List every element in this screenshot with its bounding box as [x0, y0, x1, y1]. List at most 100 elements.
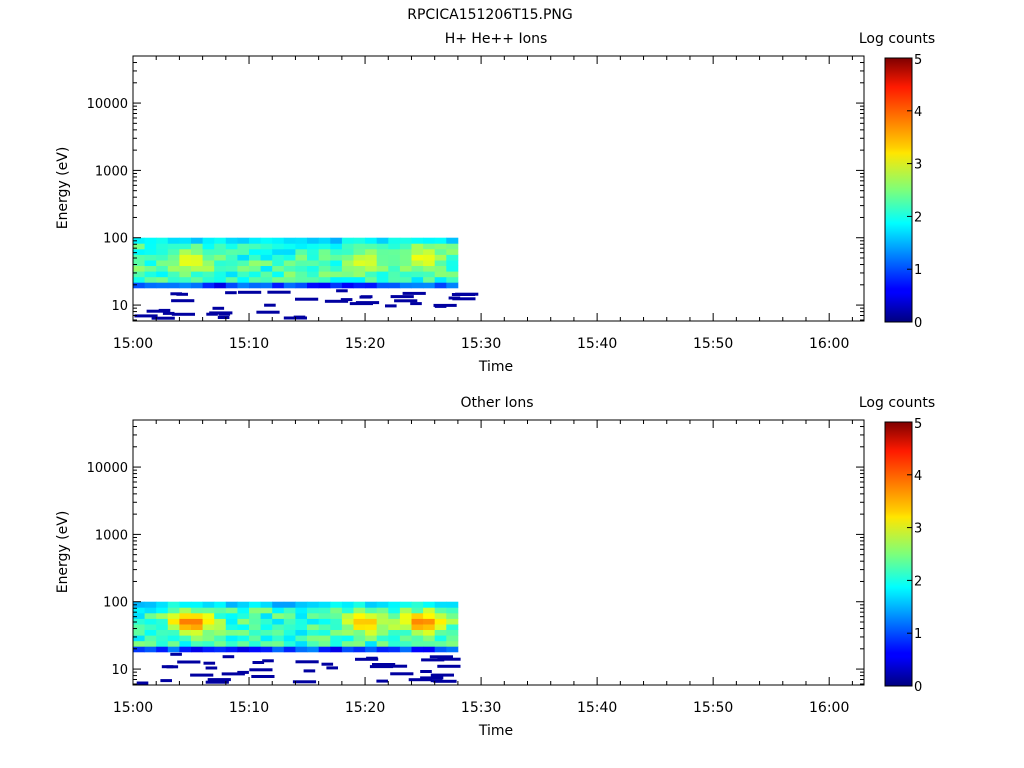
- spectrogram-cell: [256, 310, 280, 314]
- spectrogram-cell: [156, 646, 169, 653]
- spectrogram-cell: [179, 243, 192, 250]
- x-tick-label: 15:00: [113, 700, 153, 716]
- spectrogram-cell: [179, 260, 192, 266]
- spectrogram-cell: [272, 640, 285, 647]
- y-tick-label: 100: [103, 596, 128, 611]
- figure-title: RPCICA151206T15.PNG: [407, 7, 572, 23]
- spectrogram-cell: [272, 282, 285, 289]
- y-axis: 10 100 1000 10000: [87, 55, 864, 321]
- spectrogram-cell: [144, 243, 157, 250]
- spectrogram-cell: [353, 601, 366, 608]
- colorbar-tick-label: 1: [914, 627, 922, 642]
- spectrogram-cell: [202, 276, 215, 283]
- spectrogram-cell: [156, 248, 169, 255]
- colorbar-tick-label: 5: [914, 53, 922, 68]
- spectrogram-cell: [225, 243, 238, 250]
- spectrogram-cell: [179, 276, 192, 283]
- spectrogram-cell: [249, 248, 261, 255]
- spectrogram-cell: [214, 624, 227, 630]
- spectrogram-cell: [434, 646, 447, 653]
- spectrogram-cell: [307, 248, 319, 255]
- spectrogram-cell: [260, 612, 273, 619]
- spectrogram-cell: [237, 243, 250, 250]
- spectrogram-cell: [167, 612, 180, 619]
- spectrogram-cell: [295, 237, 308, 244]
- spectrogram-cell: [388, 271, 401, 278]
- spectrogram-cell: [437, 664, 461, 668]
- spectrogram-cell: [136, 681, 149, 685]
- spectrogram-cell: [167, 601, 180, 608]
- spectrogram-cell: [133, 601, 145, 608]
- spectrogram-cell: [365, 624, 378, 630]
- spectrogram-cell: [365, 260, 378, 266]
- spectrogram-cell: [214, 265, 227, 272]
- spectrogram-cell: [433, 303, 457, 307]
- spectrogram-cell: [388, 260, 401, 266]
- spectrogram-cell: [388, 629, 401, 636]
- spectrogram-cell: [420, 676, 444, 680]
- spectrogram-cell: [365, 607, 378, 614]
- spectrogram-cell: [341, 271, 354, 278]
- spectrogram-cell: [318, 601, 331, 608]
- spectrogram-cell: [318, 271, 331, 278]
- spectrogram-cell: [330, 265, 343, 272]
- spectrogram-cell: [156, 254, 169, 261]
- spectrogram-cell: [341, 624, 354, 630]
- spectrogram-cell: [202, 601, 215, 608]
- spectrogram-cell: [423, 248, 436, 255]
- spectrogram-cell: [191, 601, 203, 608]
- spectrogram-cell: [318, 624, 331, 630]
- spectrogram-cell: [191, 282, 203, 289]
- spectrogram-cell: [166, 665, 179, 669]
- spectrogram-cell: [237, 260, 250, 266]
- spectrogram-cell: [434, 607, 447, 614]
- spectrogram-cell: [307, 635, 319, 642]
- spectrogram-cell: [353, 612, 366, 619]
- spectrogram-cell: [272, 237, 285, 244]
- spectrogram-cell: [144, 254, 157, 261]
- spectrogram-cell: [434, 282, 447, 289]
- spectrogram-cell: [237, 635, 250, 642]
- spectrogram-cell: [202, 640, 215, 647]
- spectrogram-cell: [446, 254, 459, 261]
- spectrogram-cell: [423, 624, 436, 630]
- spectrogram-cell: [376, 271, 389, 278]
- spectrogram-cell: [369, 665, 394, 669]
- spectrogram-cell: [295, 612, 308, 619]
- spectrogram-cell: [144, 248, 157, 255]
- spectrogram-cell: [330, 601, 343, 608]
- spectrogram-cell: [295, 276, 308, 283]
- spectrogram-cell: [353, 618, 366, 625]
- spectrogram-cell: [167, 646, 180, 653]
- spectrogram-cell: [330, 612, 343, 619]
- spectrogram-cell: [446, 248, 459, 255]
- spectrogram-cell: [202, 612, 215, 619]
- spectrogram-cell: [156, 260, 169, 266]
- spectrogram-cell: [260, 243, 273, 250]
- spectrogram-cell: [399, 254, 412, 261]
- spectrogram-cell: [225, 291, 237, 295]
- spectrogram-cell: [156, 271, 169, 278]
- spectrogram-cell: [376, 260, 389, 266]
- spectrogram-cell: [167, 629, 180, 636]
- spectrogram-cell: [365, 612, 378, 619]
- spectrogram-cell: [225, 624, 238, 630]
- spectrogram-cell: [411, 618, 424, 625]
- spectrogram-cell: [237, 618, 250, 625]
- spectrogram-cell: [202, 618, 215, 625]
- x-axis-label: Time: [478, 359, 513, 375]
- spectrogram-cell: [214, 646, 227, 653]
- y-tick-label: 10: [111, 663, 128, 678]
- spectrogram-cell: [191, 265, 203, 272]
- spectrogram-cell: [388, 237, 401, 244]
- spectrogram-cell: [225, 607, 238, 614]
- spectrogram-cell: [225, 282, 238, 289]
- y-tick-label: 10000: [87, 461, 128, 476]
- spectrogram-cell: [341, 282, 354, 289]
- spectrogram-cell: [191, 254, 203, 261]
- spectrogram-cell: [399, 601, 412, 608]
- spectrogram-cell: [283, 646, 296, 653]
- spectrogram-cell: [376, 612, 389, 619]
- spectrogram-cell: [283, 624, 296, 630]
- spectrogram-cell: [156, 612, 169, 619]
